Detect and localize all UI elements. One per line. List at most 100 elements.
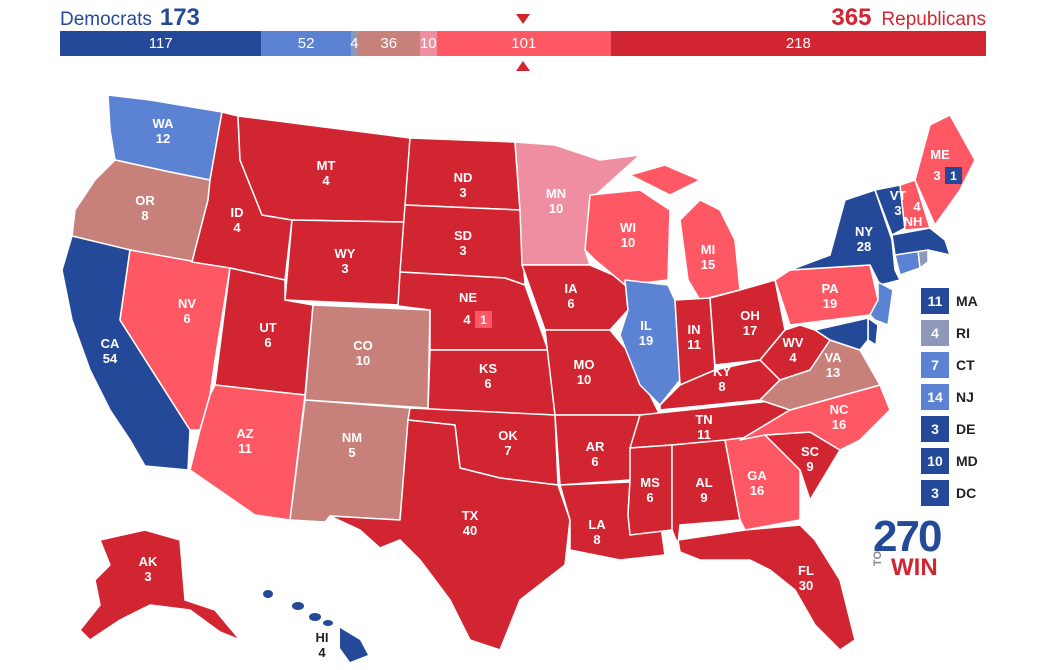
label-ne-abbr: NE [459, 290, 477, 305]
state-DE[interactable] [867, 317, 879, 346]
legend-ev-box: 7 [921, 352, 949, 378]
label-mi-abbr: MI [701, 242, 715, 257]
democrats-total: 173 [159, 4, 200, 31]
label-ca-abbr: CA [101, 336, 120, 351]
state-NY[interactable] [789, 189, 901, 286]
state-TX[interactable] [329, 419, 571, 651]
label-nc-abbr: NC [830, 402, 849, 417]
label-wv-abbr: WV [783, 335, 804, 350]
democrats-label: Democrats [60, 9, 152, 30]
legend-row-nj[interactable]: 14 NJ [921, 384, 978, 410]
bar-segment: 52 [261, 31, 351, 56]
label-ok-ev: 7 [504, 443, 511, 458]
label-fl-ev: 30 [799, 578, 813, 593]
electoral-vote-bar: 117 52 4 36 10 101 218 [60, 31, 986, 56]
legend-ev-box: 10 [921, 448, 949, 474]
state-AK[interactable] [79, 529, 241, 641]
270towin-logo[interactable]: 270 TO WIN [872, 512, 948, 584]
legend-ev-box: 4 [921, 320, 949, 346]
label-la-abbr: LA [588, 517, 606, 532]
state-NJ[interactable] [869, 281, 894, 326]
label-me-abbr: ME [930, 147, 950, 162]
label-il-abbr: IL [640, 318, 652, 333]
legend-state-label: CT [956, 357, 975, 373]
label-va-ev: 13 [826, 365, 840, 380]
label-mt-ev: 4 [322, 173, 330, 188]
label-ak-abbr: AK [139, 554, 158, 569]
label-ms-abbr: MS [640, 475, 660, 490]
legend-state-label: DC [956, 485, 977, 501]
label-ia-abbr: IA [565, 281, 579, 296]
label-id-abbr: ID [231, 205, 244, 220]
label-mi-ev: 15 [701, 257, 715, 272]
legend-state-label: NJ [956, 389, 974, 405]
bar-segment: 101 [436, 31, 611, 56]
legend-state-label: MD [956, 453, 978, 469]
label-oh-ev: 17 [743, 323, 757, 338]
legend-row-ma[interactable]: 11 MA [921, 288, 978, 314]
legend-row-md[interactable]: 10 MD [921, 448, 978, 474]
label-hi-ev: 4 [318, 645, 326, 660]
270-marker-bottom-icon [516, 61, 530, 71]
label-ut-ev: 6 [264, 335, 271, 350]
state-FL[interactable] [677, 524, 856, 651]
legend-row-ct[interactable]: 7 CT [921, 352, 978, 378]
label-ms-ev: 6 [646, 490, 653, 505]
republicans-total: 365 [831, 4, 872, 31]
label-nh-ev: 4 [913, 199, 921, 214]
label-nm-abbr: NM [342, 430, 362, 445]
label-or-abbr: OR [135, 193, 155, 208]
label-wi-ev: 10 [621, 235, 635, 250]
democrats-header: Democrats 173 [60, 4, 200, 32]
label-az-ev: 11 [238, 441, 252, 456]
label-al-ev: 9 [700, 490, 707, 505]
ne-split-box: 1 [475, 311, 492, 328]
state-MA[interactable] [891, 227, 951, 256]
label-oh-abbr: OH [740, 308, 760, 323]
label-ca-ev: 54 [103, 351, 118, 366]
label-nh-abbr: NH [904, 214, 923, 229]
label-tx-ev: 40 [463, 523, 477, 538]
label-mo-ev: 10 [577, 372, 591, 387]
state-MD[interactable] [814, 317, 869, 351]
label-nv-abbr: NV [178, 296, 196, 311]
state-HI[interactable] [263, 590, 368, 662]
legend-ev-box: 11 [921, 288, 949, 314]
legend-row-ri[interactable]: 4 RI [921, 320, 978, 346]
label-ak-ev: 3 [144, 569, 151, 584]
state-NH[interactable] [899, 179, 931, 231]
label-tx-abbr: TX [462, 508, 479, 523]
legend-row-dc[interactable]: 3 DC [921, 480, 978, 506]
label-ia-ev: 6 [567, 296, 574, 311]
state-MI[interactable] [629, 164, 741, 301]
label-ne-ev: 4 [463, 312, 471, 327]
label-co-ev: 10 [356, 353, 370, 368]
label-hi-abbr: HI [316, 630, 329, 645]
label-or-ev: 8 [141, 208, 148, 223]
legend-state-label: RI [956, 325, 970, 341]
label-ar-abbr: AR [586, 439, 605, 454]
label-tn-abbr: TN [695, 412, 712, 427]
label-wa-abbr: WA [153, 116, 175, 131]
bar-segment: 218 [610, 31, 986, 56]
label-co-abbr: CO [353, 338, 373, 353]
republicans-label: Republicans [881, 9, 986, 30]
bar-segment: 4 [350, 31, 358, 56]
bar-segment: 10 [419, 31, 437, 56]
legend-state-label: DE [956, 421, 976, 437]
bar-segment: 117 [60, 31, 262, 56]
state-RI[interactable] [917, 249, 929, 269]
label-sd-abbr: SD [454, 228, 472, 243]
label-vt-ev: 3 [894, 203, 901, 218]
label-ky-ev: 8 [718, 379, 725, 394]
republicans-header: 365 Republicans [831, 4, 986, 32]
state-NM[interactable] [289, 399, 411, 523]
label-pa-abbr: PA [821, 281, 839, 296]
legend-row-de[interactable]: 3 DE [921, 416, 978, 442]
label-mn-ev: 10 [549, 201, 563, 216]
label-wy-ev: 3 [341, 261, 348, 276]
label-pa-ev: 19 [823, 296, 837, 311]
label-al-abbr: AL [695, 475, 712, 490]
label-wi-abbr: WI [620, 220, 636, 235]
